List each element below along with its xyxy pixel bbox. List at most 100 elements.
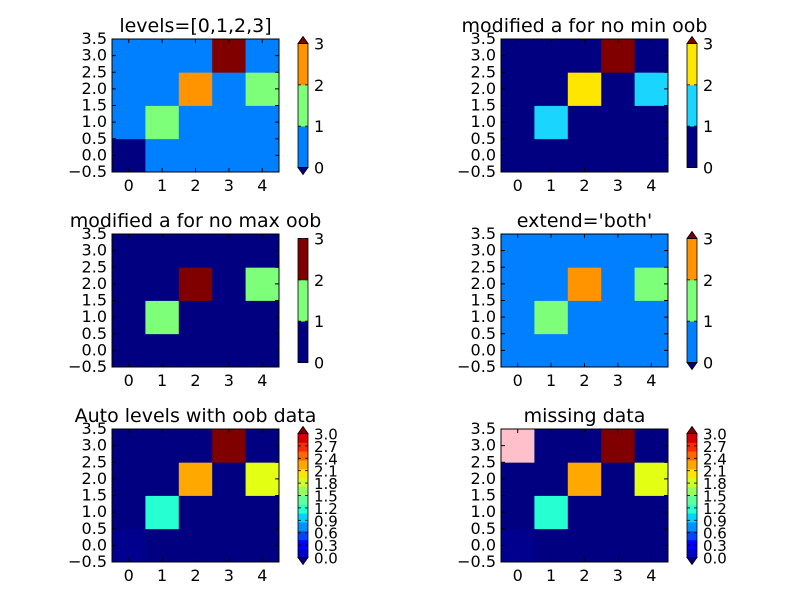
heatmap-cell (112, 234, 146, 268)
colorbar-segment (298, 442, 308, 452)
colorbar-segment (687, 238, 697, 281)
heatmap-cell (112, 528, 146, 563)
colorbar-tick-label: 0.0 (314, 550, 338, 568)
heatmap-cell (534, 105, 569, 140)
y-tick-label: 1.0 (471, 112, 496, 131)
colorbar-tick-label: 0.6 (703, 525, 727, 543)
heatmap-cell (501, 462, 535, 496)
y-tick-label: 0.5 (471, 519, 496, 538)
heatmap-cell (567, 39, 602, 73)
chart-title: missing data (524, 405, 646, 427)
y-tick-label: −0.5 (457, 162, 496, 181)
colorbar-extend-max (686, 230, 698, 239)
colorbar-segment (687, 486, 697, 496)
y-tick-label: 0.5 (471, 324, 496, 343)
y-tick-label: 1.5 (471, 291, 496, 310)
colorbar-segment (687, 477, 697, 488)
heatmap-cell (245, 528, 280, 563)
y-tick-label: 3.0 (471, 241, 496, 260)
colorbar-tick-label: 1 (703, 312, 713, 331)
heatmap-cell (145, 39, 180, 73)
heatmap-cell (245, 105, 280, 140)
colorbar-tick-label: 2 (314, 271, 324, 290)
heatmap-cell (112, 72, 146, 106)
heatmap-cell (178, 495, 213, 530)
heatmap-cell (634, 234, 669, 268)
heatmap-cell (601, 39, 635, 73)
y-tick-label: 2.5 (471, 62, 496, 81)
colorbar-tick-label: 2.1 (703, 463, 727, 481)
colorbar-tick-label: 2.4 (703, 450, 727, 468)
heatmap-cell (212, 39, 246, 73)
x-tick-label: 0 (124, 176, 134, 195)
heatmap-cell (212, 72, 246, 106)
heatmap-cell (112, 429, 146, 463)
colorbar-segment (298, 468, 308, 479)
chart-title: levels=[0,1,2,3] (119, 15, 271, 37)
x-tick-label: 3 (224, 371, 234, 390)
colorbar-tick-label: 1.2 (314, 500, 338, 518)
heatmap-cell (567, 267, 602, 301)
colorbar-segment (298, 126, 308, 168)
heatmap-cell (178, 234, 213, 268)
colorbar-segment (687, 43, 697, 86)
heatmap-cell (567, 429, 602, 463)
y-tick-label: −0.5 (457, 552, 496, 571)
heatmap-cell (634, 429, 669, 463)
y-tick-label: 2.0 (471, 79, 496, 98)
chart-panel-1: levels=[0,1,2,3]0 1 2 3 43.53.02.52.01.51.00… (68, 15, 324, 195)
colorbar-tick-label: 1 (314, 312, 324, 331)
y-tick-label: 1.5 (82, 96, 107, 115)
heatmap-cell (212, 495, 246, 530)
x-tick-label: 0 (124, 566, 134, 585)
colorbar-segment (298, 238, 308, 281)
heatmap-cell (601, 495, 635, 530)
heatmap-cell (112, 39, 146, 73)
heatmap-cell (534, 462, 569, 496)
heatmap-cell (634, 138, 669, 173)
colorbar-extend-min (297, 557, 309, 566)
heatmap-cell (245, 429, 280, 463)
colorbar-segment (298, 321, 308, 363)
y-tick-label: 2.5 (471, 257, 496, 276)
colorbar-tick-label: 2.4 (314, 450, 338, 468)
heatmap-cell (245, 39, 280, 73)
y-tick-label: 1.0 (82, 112, 107, 131)
colorbar-segment (298, 279, 308, 322)
heatmap-cell (634, 72, 669, 106)
colorbar-segment (298, 522, 308, 532)
colorbar-tick-label: 0 (314, 354, 324, 373)
heatmap-cell (501, 333, 535, 368)
colorbar-extend-min (297, 167, 309, 176)
y-tick-label: −0.5 (457, 357, 496, 376)
colorbar-tick-label: 1.8 (314, 475, 338, 493)
heatmap-cell (212, 267, 246, 301)
x-tick-label: 4 (257, 371, 267, 390)
y-tick-label: 3.0 (471, 436, 496, 455)
colorbar-segment (298, 530, 308, 541)
colorbar-segment (298, 84, 308, 127)
y-tick-label: 0.0 (82, 535, 107, 554)
x-tick-label: 4 (646, 371, 656, 390)
x-tick-label: 3 (224, 176, 234, 195)
chart-title: modified a for no max oob (70, 210, 322, 232)
heatmap-cell (145, 234, 180, 268)
heatmap-cell (601, 462, 635, 496)
heatmap-cell (212, 138, 246, 173)
heatmap-cell (634, 267, 669, 301)
heatmap-cell (601, 234, 635, 268)
y-tick-label: 3.5 (471, 224, 496, 243)
colorbar-tick-label: 3.0 (314, 426, 338, 444)
colorbar-frame (686, 238, 698, 363)
colorbar-tick-label: 1.2 (703, 500, 727, 518)
heatmap-cell (567, 495, 602, 530)
heatmap-cell (212, 234, 246, 268)
x-tick-label: 1 (157, 176, 167, 195)
colorbar-segment (298, 539, 308, 550)
y-tick-label: 1.0 (82, 307, 107, 326)
heatmap-cell (634, 333, 669, 368)
y-tick-label: 3.5 (82, 419, 107, 438)
heatmap-cell (501, 72, 535, 106)
